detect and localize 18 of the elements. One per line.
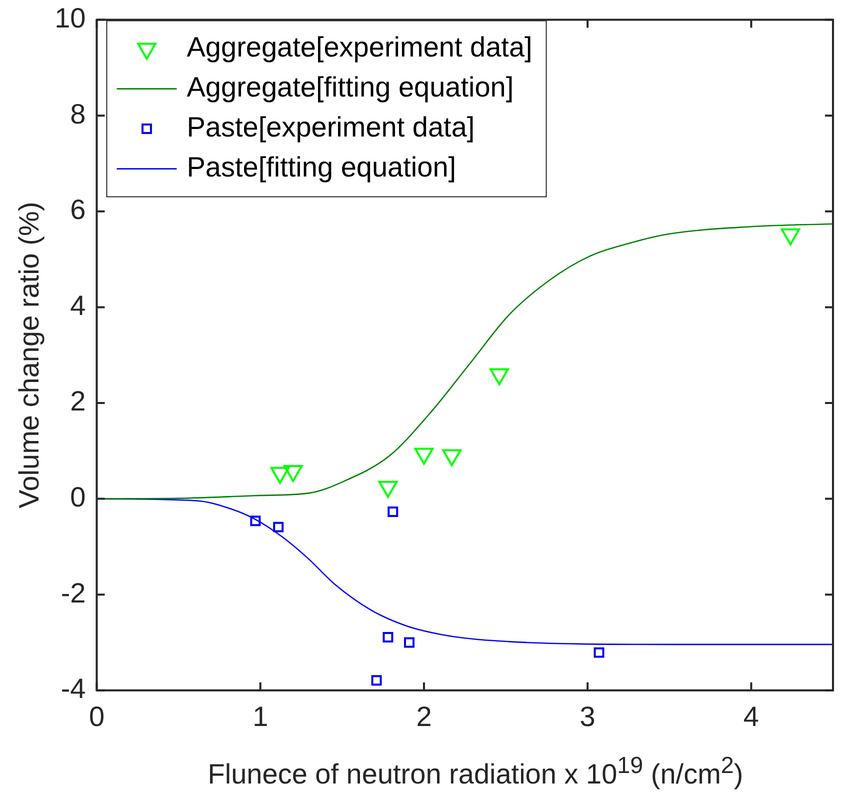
x-tick-label: 4 [743, 700, 759, 732]
legend-label: Aggregate[experiment data] [186, 32, 532, 63]
x-tick-label: 1 [252, 700, 268, 732]
y-axis-title: Volume change ratio (%) [14, 202, 45, 508]
x-axis-title: Flunece of neutron radiation x 10$^{19}$ (n/cm$^{2}$) [206, 752, 744, 790]
y-tick-label: 6 [70, 194, 86, 226]
legend-label: Aggregate[fitting equation] [186, 72, 514, 103]
y-tick-label: -4 [60, 673, 86, 704]
y-tick-label: 2 [70, 386, 86, 417]
y-tick-label: 10 [54, 2, 86, 34]
y-tick-label: 4 [70, 290, 86, 321]
legend-label: Paste[experiment data] [186, 112, 475, 143]
x-tick-label: 3 [580, 700, 596, 732]
legend-label: Paste[fitting equation] [186, 152, 456, 183]
x-tick-label: 2 [416, 700, 432, 732]
y-tick-label: 0 [70, 482, 86, 513]
y-tick-label: -2 [60, 577, 86, 608]
y-tick-label: 8 [70, 98, 86, 130]
